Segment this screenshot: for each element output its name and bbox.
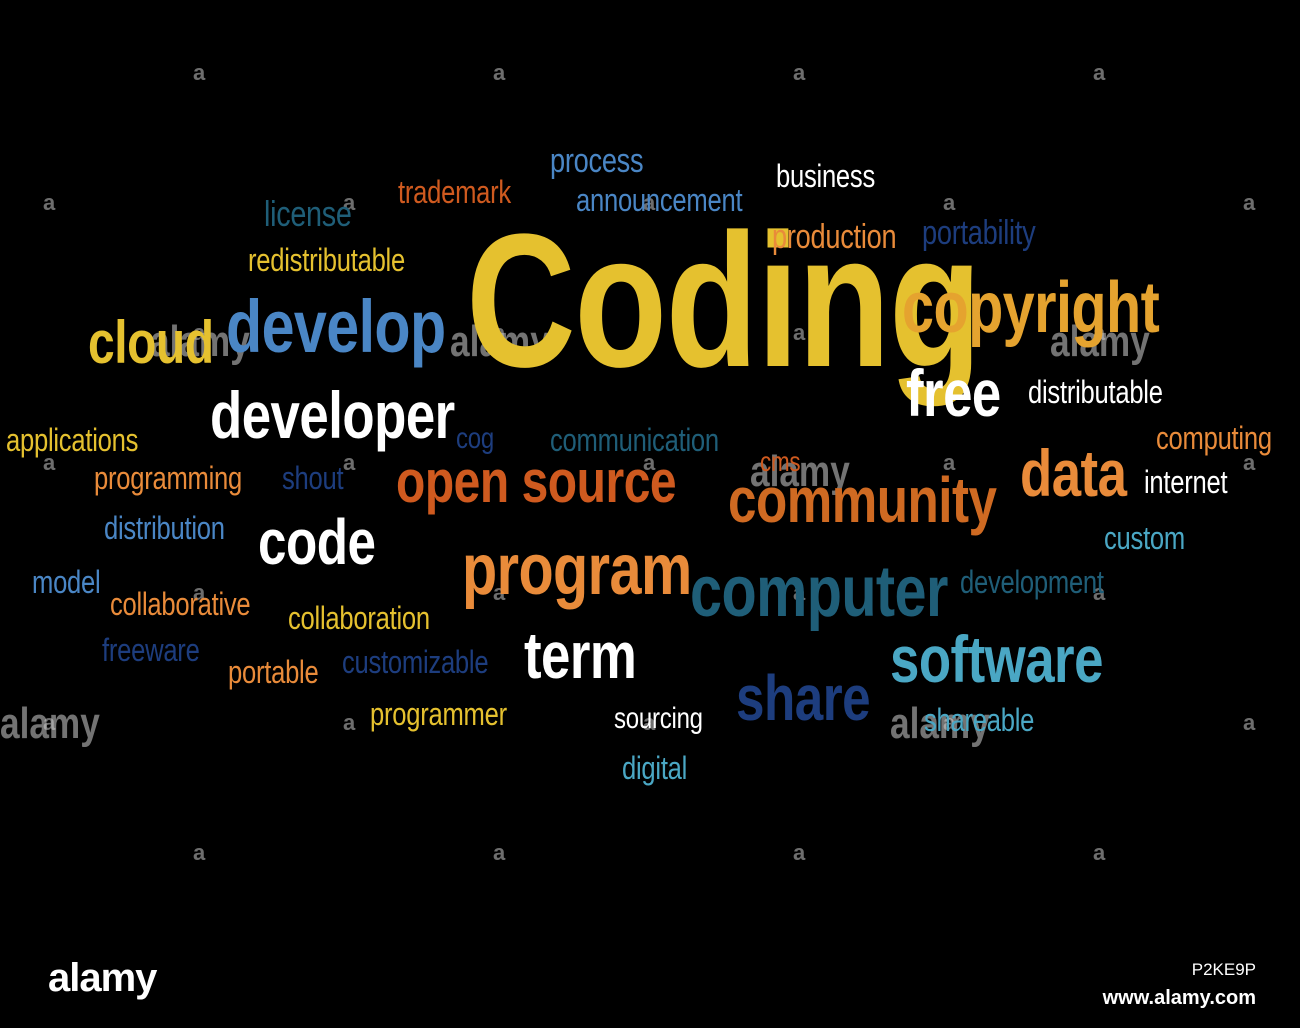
word-develop: develop xyxy=(226,285,446,368)
watermark-tile: a xyxy=(643,710,656,735)
word-share: share xyxy=(736,662,871,734)
word-collaborative: collaborative xyxy=(110,586,251,622)
word-communication: communication xyxy=(550,422,719,458)
watermark-logo: alamy xyxy=(150,317,250,366)
word-license: license xyxy=(264,193,352,234)
word-portability: portability xyxy=(922,214,1036,252)
word-collaboration: collaboration xyxy=(288,600,430,636)
word-free: free xyxy=(906,356,1001,430)
word-code: code xyxy=(258,506,376,578)
word-data: data xyxy=(1020,436,1127,510)
word-model: model xyxy=(32,564,101,600)
word-customizable: customizable xyxy=(342,644,489,680)
word-computer: computer xyxy=(690,552,948,632)
watermark-tile: a xyxy=(43,190,56,215)
watermark-tile: a xyxy=(1243,190,1256,215)
word-applications: applications xyxy=(6,422,139,458)
word-programming: programming xyxy=(94,460,242,496)
watermark-tile: a xyxy=(493,320,506,345)
watermark-logo: alamy xyxy=(890,699,990,748)
word-production: production xyxy=(772,218,897,256)
watermark-tile: a xyxy=(1093,580,1106,605)
word-process: process xyxy=(550,142,644,180)
watermark-tile: a xyxy=(793,60,806,85)
word-announcement: announcement xyxy=(576,182,743,218)
word-copyright: copyright xyxy=(902,268,1160,348)
watermark-tile: a xyxy=(793,580,806,605)
watermark-tile: a xyxy=(343,450,356,475)
watermark-tile: a xyxy=(1093,320,1106,345)
watermark-tile: a xyxy=(493,580,506,605)
watermark-tile: a xyxy=(793,840,806,865)
word-programmer: programmer xyxy=(370,696,507,732)
watermark-tile: a xyxy=(43,450,56,475)
word-freeware: freeware xyxy=(102,632,200,668)
watermark-tile: a xyxy=(1093,60,1106,85)
footer-url: www.alamy.com xyxy=(1102,987,1256,1009)
word-coding: Coding xyxy=(466,195,982,407)
watermark-tile: a xyxy=(193,60,206,85)
watermark-logo: alamy xyxy=(750,447,850,496)
watermark-logo: alamy xyxy=(1050,317,1150,366)
watermark-tile: a xyxy=(343,190,356,215)
watermark-tile: a xyxy=(493,840,506,865)
watermark-tile: a xyxy=(643,450,656,475)
watermark-tile: a xyxy=(43,710,56,735)
word-community: community xyxy=(728,464,997,536)
word-term: term xyxy=(524,618,637,692)
watermark-tile: a xyxy=(943,710,956,735)
word-program: program xyxy=(462,530,692,610)
word-trademark: trademark xyxy=(398,174,511,210)
word-distributable: distributable xyxy=(1028,374,1163,410)
word-redistributable: redistributable xyxy=(248,242,405,278)
word-business: business xyxy=(776,158,875,194)
word-shout: shout xyxy=(282,460,344,496)
watermark-logo: alamy xyxy=(0,699,100,748)
watermark-tile: a xyxy=(1093,840,1106,865)
watermark-tile: a xyxy=(943,190,956,215)
footer-logo: alamy xyxy=(48,956,157,1000)
word-cms: cms xyxy=(760,446,801,477)
word-cloud: cloud xyxy=(88,309,214,376)
word-sourcing: sourcing xyxy=(614,702,703,735)
watermark-tile: a xyxy=(1243,710,1256,735)
word-open-source: open source xyxy=(396,448,677,515)
watermark-logo: alamy xyxy=(450,317,550,366)
watermark-tile: a xyxy=(193,320,206,345)
watermark-tile: a xyxy=(1243,450,1256,475)
word-internet: internet xyxy=(1144,464,1228,500)
watermark-tile: a xyxy=(793,320,806,345)
watermark-tile: a xyxy=(193,840,206,865)
word-software: software xyxy=(890,622,1103,696)
word-distribution: distribution xyxy=(104,510,225,546)
word-cog: cog xyxy=(456,422,494,455)
word-shareable: shareable xyxy=(924,702,1035,738)
watermark-tile: a xyxy=(643,190,656,215)
watermark-tile: a xyxy=(943,450,956,475)
word-custom: custom xyxy=(1104,520,1185,556)
watermark-tile: a xyxy=(193,580,206,605)
word-computing: computing xyxy=(1156,420,1272,456)
word-portable: portable xyxy=(228,654,319,690)
word-digital: digital xyxy=(622,750,688,786)
watermark-tile: a xyxy=(493,60,506,85)
word-development: development xyxy=(960,564,1104,600)
footer-image-id: P2KE9P xyxy=(1191,960,1256,979)
watermark-tile: a xyxy=(343,710,356,735)
word-developer: developer xyxy=(210,378,455,452)
